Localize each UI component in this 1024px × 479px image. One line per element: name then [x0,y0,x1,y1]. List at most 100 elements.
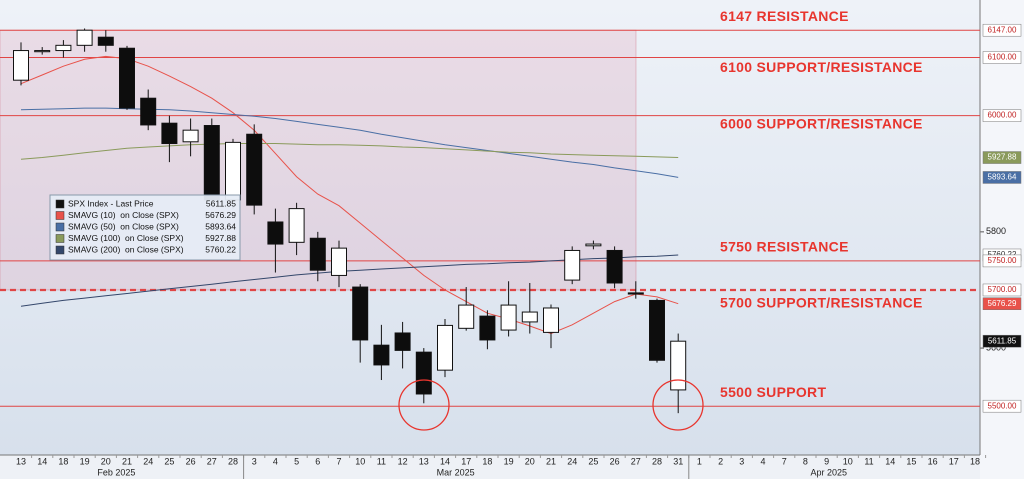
x-tick-label: 19 [504,456,514,466]
x-tick-label: 26 [186,456,196,466]
x-tick-label: 7 [782,456,787,466]
x-tick-label: 6 [315,456,320,466]
month-label: Apr 2025 [810,467,847,477]
candle-body [458,304,475,329]
level-label-box [982,51,1022,64]
candle-body [267,221,284,245]
level-annotation: 5700 SUPPORT/RESISTANCE [720,295,923,311]
legend-value: 5893.64 [205,221,236,231]
candle-body [564,249,581,281]
x-tick-label: 10 [843,456,853,466]
legend-label: SMAVG (200) on Close (SPX) [68,244,184,254]
x-tick-label: 17 [949,456,959,466]
candle-body [246,133,263,206]
x-tick-label: 14 [885,456,895,466]
x-tick-label: 9 [824,456,829,466]
level-label: 6100.00 [988,53,1017,62]
candle-body [394,332,411,351]
series-last-label: 5927.88 [988,153,1017,162]
legend-swatch [55,245,65,255]
x-tick-label: 28 [228,456,238,466]
level-label: 6000.00 [988,111,1017,120]
x-tick-label: 24 [567,456,577,466]
candle-body [161,122,178,145]
series-last-label-box [982,171,1022,184]
x-tick-label: 25 [164,456,174,466]
candle-body [415,351,432,395]
candle-body [182,129,199,143]
x-tick-label: 18 [970,456,980,466]
legend-value: 5927.88 [205,233,236,243]
level-label-box [982,109,1022,122]
legend-label: SMAVG (100) on Close (SPX) [68,233,184,243]
x-tick-label: 14 [37,456,47,466]
x-tick-label: 4 [273,456,278,466]
level-label-box [982,399,1022,413]
level-label: 6147.00 [988,25,1017,34]
x-tick-label: 5 [294,456,299,466]
candle-body [76,29,93,46]
series-last-label-box [982,151,1022,164]
candle-body [97,36,114,46]
month-label: Mar 2025 [437,467,475,477]
series-last-label: 5760.22 [988,250,1017,259]
candle-body [309,237,326,271]
legend-label: SMAVG (50) on Close (SPX) [68,221,179,231]
x-tick-label: 31 [673,456,683,466]
series-last-label-box [982,297,1022,310]
candle-body [521,311,538,323]
x-tick-label: 3 [739,456,744,466]
level-label-box [982,283,1022,297]
series-last-label: 5893.64 [988,173,1017,182]
x-tick-label: 18 [482,456,492,466]
level-label-box [982,23,1022,37]
candle-body [606,249,623,284]
level-label: 5500.00 [988,401,1017,410]
legend-swatch [55,222,65,232]
x-tick-label: 11 [864,456,873,466]
x-tick-label: 21 [546,456,556,466]
legend-value: 5760.22 [205,244,236,254]
x-tick-label: 27 [631,456,641,466]
candle-body [225,141,241,201]
candle-body [352,286,369,341]
candle-body [437,324,453,371]
candle-body [288,208,305,243]
x-tick-label: 13 [419,456,429,466]
x-tick-label: 12 [398,456,408,466]
x-tick-label: 25 [588,456,598,466]
level-annotation: 6147 RESISTANCE [720,8,849,24]
legend-value: 5676.29 [205,210,236,220]
legend-swatch [55,199,65,209]
level-label-box [982,254,1022,268]
candle-body [479,315,496,341]
level-label: 5750.00 [988,256,1017,265]
x-tick-label: 20 [101,456,111,466]
candle-body [500,304,517,331]
x-tick-label: 2 [718,456,723,466]
moving-average-line [20,107,679,178]
x-tick-label: 21 [122,456,132,466]
candle-body [13,50,29,81]
x-tick-label: 7 [336,456,341,466]
level-annotation: 6100 SUPPORT/RESISTANCE [720,59,923,75]
x-tick-label: 11 [377,456,386,466]
x-axis-background [0,455,980,479]
candle-body [203,125,220,201]
x-tick-label: 24 [143,456,153,466]
series-last-label: 5676.29 [988,299,1017,308]
legend [49,194,241,261]
x-tick-label: 18 [58,456,68,466]
highlight-circle [398,379,450,431]
x-tick-label: 13 [16,456,26,466]
candle-body [55,44,72,52]
level-annotation: 5750 RESISTANCE [720,239,849,255]
candle-body [331,247,347,276]
x-tick-label: 27 [207,456,217,466]
level-annotation: 5500 SUPPORT [720,384,826,400]
y-tick-label: 5600 [986,342,1006,352]
x-tick-label: 28 [652,456,662,466]
x-tick-label: 3 [252,456,257,466]
x-tick-label: 1 [697,456,702,466]
